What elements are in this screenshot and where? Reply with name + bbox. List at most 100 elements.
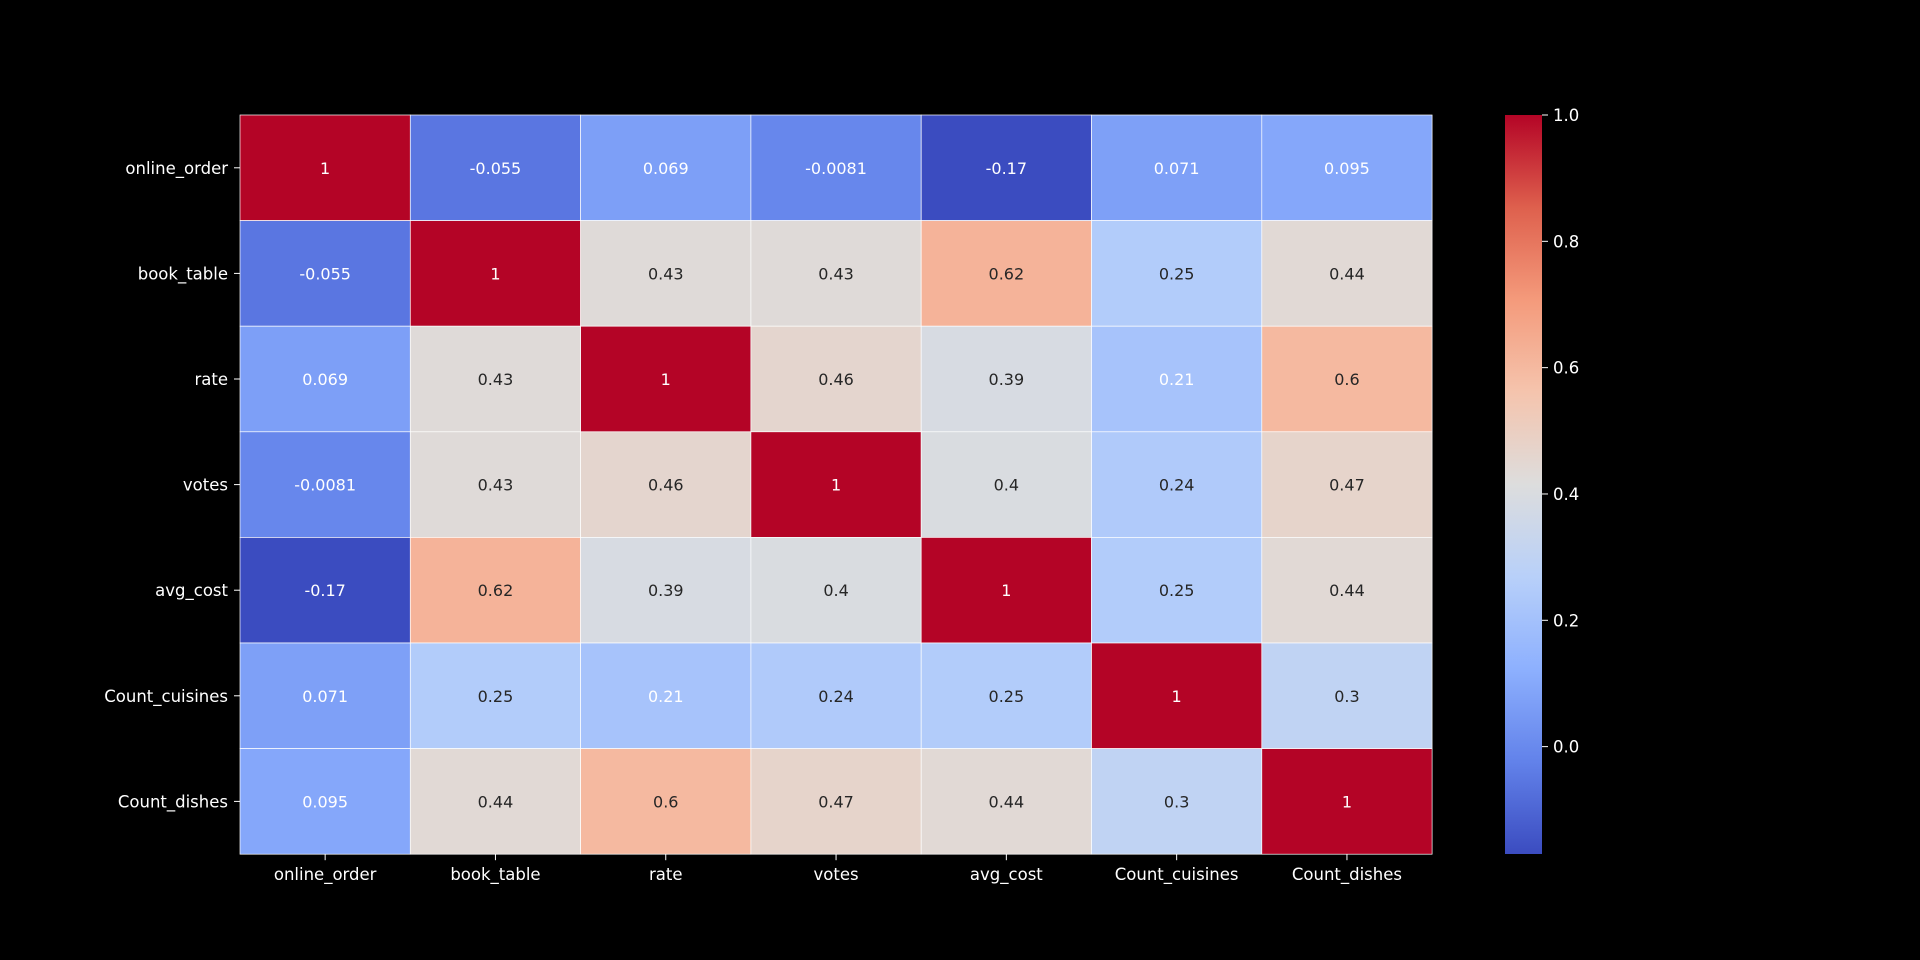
heatmap-cell <box>409 325 581 433</box>
y-tick-label: book_table <box>138 264 228 284</box>
cell-value-label: 0.6 <box>1334 370 1359 389</box>
cell-value-label: 1 <box>1001 581 1011 600</box>
colorbar-tick-label: 0.2 <box>1553 611 1579 630</box>
heatmap-cell <box>920 748 1092 855</box>
heatmap-cell <box>409 114 581 221</box>
y-tick-label: Count_dishes <box>118 792 228 812</box>
cell-value-label: -0.17 <box>304 581 345 600</box>
cell-value-label: 0.43 <box>818 264 854 283</box>
heatmap-cell <box>239 431 411 538</box>
cell-value-label: 0.25 <box>989 687 1025 706</box>
heatmap-cell <box>239 114 411 221</box>
cell-value-label: 0.21 <box>648 687 684 706</box>
heatmap-cell <box>1261 220 1433 327</box>
cell-value-label: 0.25 <box>1159 581 1195 600</box>
cell-value-label: 0.62 <box>989 264 1025 283</box>
cell-value-label: 0.6 <box>653 792 678 811</box>
heatmap-cell <box>750 642 922 749</box>
heatmap-cell <box>239 220 411 327</box>
cell-value-label: 0.43 <box>478 476 514 495</box>
colorbar-tick-label: 0.0 <box>1553 738 1579 757</box>
heatmap-cell <box>409 431 581 538</box>
cell-value-label: 0.46 <box>648 476 684 495</box>
colorbar-gradient <box>1505 115 1542 854</box>
x-tick-label: Count_dishes <box>1292 865 1402 885</box>
cell-value-label: 0.44 <box>1329 581 1365 600</box>
heatmap-cell <box>1091 114 1263 221</box>
cell-value-label: 0.39 <box>648 581 684 600</box>
heatmap-cell <box>920 220 1092 327</box>
heatmap-cell <box>920 431 1092 538</box>
x-tick-label: votes <box>814 865 859 884</box>
cell-value-label: 0.47 <box>818 792 854 811</box>
cell-value-label: 1 <box>1172 687 1182 706</box>
heatmap-cell <box>580 642 752 749</box>
heatmap-cell <box>409 220 581 327</box>
cell-value-label: 0.62 <box>478 581 514 600</box>
cell-value-label: 0.21 <box>1159 370 1195 389</box>
colorbar-tick-label: 0.4 <box>1553 485 1579 504</box>
cell-value-label: 0.24 <box>1159 476 1195 495</box>
heatmap-cell <box>1261 642 1433 749</box>
cell-value-label: 0.44 <box>989 792 1025 811</box>
heatmap-cell <box>239 325 411 433</box>
cell-value-label: 0.43 <box>648 264 684 283</box>
cell-value-label: 0.47 <box>1329 476 1365 495</box>
x-tick-label: rate <box>649 865 683 884</box>
cell-value-label: 0.25 <box>478 687 514 706</box>
column-labels: online_order book_table rate votes avg_cost C… <box>274 854 1402 885</box>
heatmap-cell <box>580 220 752 327</box>
heatmap-cell <box>750 325 922 433</box>
heatmap-cell <box>1261 537 1433 644</box>
heatmap-cell <box>750 431 922 538</box>
heatmap-cell <box>239 748 411 855</box>
heatmap-cell <box>1261 325 1433 433</box>
cell-value-label: 0.069 <box>302 370 348 389</box>
cell-value-label: -0.0081 <box>805 159 867 178</box>
cell-value-label: 1 <box>490 264 500 283</box>
colorbar-tick-label: 0.8 <box>1553 232 1579 251</box>
cell-value-label: 0.3 <box>1164 792 1189 811</box>
heatmap-cell <box>1261 748 1433 855</box>
x-tick-label: online_order <box>274 865 377 885</box>
heatmap-cell <box>580 325 752 433</box>
heatmap-cell <box>920 537 1092 644</box>
cell-value-label: 1 <box>661 370 671 389</box>
cell-value-label: 1 <box>1342 792 1352 811</box>
colorbar: 0.0 0.2 0.4 0.6 0.8 1.0 <box>1505 106 1579 854</box>
heatmap-cell <box>580 431 752 538</box>
heatmap-cell <box>239 642 411 749</box>
x-tick-label: book_table <box>450 865 540 885</box>
cell-value-label: 0.25 <box>1159 264 1195 283</box>
heatmap-cell <box>580 748 752 855</box>
y-tick-label: rate <box>194 370 228 389</box>
y-tick-label: Count_cuisines <box>104 687 228 707</box>
x-tick-label: avg_cost <box>970 865 1043 885</box>
heatmap-cell <box>1261 114 1433 221</box>
cell-value-label: 1 <box>831 476 841 495</box>
y-tick-label: avg_cost <box>155 581 228 601</box>
heatmap-cell <box>1091 537 1263 644</box>
heatmap-cell <box>750 748 922 855</box>
cell-value-label: 0.3 <box>1334 687 1359 706</box>
heatmap-cell <box>409 537 581 644</box>
heatmap-cell <box>409 642 581 749</box>
heatmap-cell <box>580 537 752 644</box>
colorbar-tick-label: 0.6 <box>1553 359 1579 378</box>
heatmap-cell <box>750 114 922 221</box>
y-tick-label: online_order <box>125 159 228 179</box>
y-tick-label: votes <box>183 476 228 495</box>
cell-value-label: 0.071 <box>302 687 348 706</box>
heatmap-cell <box>1091 325 1263 433</box>
cell-value-label: -0.17 <box>986 159 1027 178</box>
x-tick-label: Count_cuisines <box>1115 865 1239 885</box>
colorbar-tick-label: 1.0 <box>1553 106 1579 125</box>
heatmap-cell <box>1091 642 1263 749</box>
cell-value-label: 0.4 <box>994 476 1019 495</box>
heatmap-cell <box>1091 748 1263 855</box>
heatmap-cell <box>1261 431 1433 538</box>
cell-value-label: 0.24 <box>818 687 854 706</box>
cell-value-label: 1 <box>320 159 330 178</box>
